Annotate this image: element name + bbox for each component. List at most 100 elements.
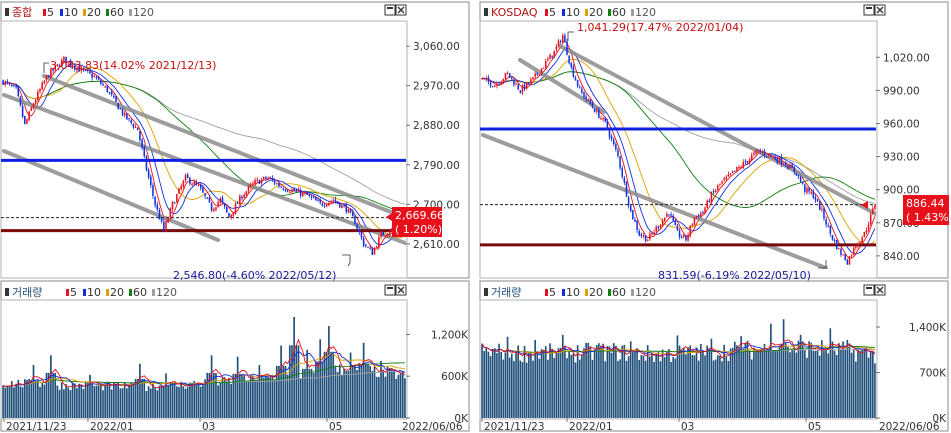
volume-bar <box>156 390 159 418</box>
candle-body <box>784 163 787 166</box>
legend-ma20-swatch <box>106 289 109 296</box>
volume-bar <box>536 352 539 418</box>
candle-body <box>496 83 498 86</box>
volume-bar <box>517 345 519 418</box>
candle-body <box>119 108 122 110</box>
volume-bar <box>829 328 832 418</box>
candle-body <box>67 61 70 63</box>
candle-body <box>521 85 524 94</box>
volume-bar <box>89 374 91 418</box>
window-restore-icon[interactable] <box>384 4 396 16</box>
volume-bar <box>236 356 239 418</box>
candle-body <box>369 247 371 249</box>
window-close-icon[interactable] <box>395 4 407 16</box>
candle-body <box>666 214 668 218</box>
legend-ma60: 60 <box>612 286 626 299</box>
candle-body <box>375 246 378 248</box>
volume-bar <box>149 388 152 418</box>
volume-bar <box>278 365 280 418</box>
volume-bar <box>564 346 566 418</box>
candle-body <box>371 248 374 256</box>
candle-body <box>602 117 604 120</box>
volume-bars <box>2 317 406 418</box>
candle-body <box>141 139 143 148</box>
window-restore-icon[interactable] <box>863 4 875 16</box>
candle-body <box>570 62 573 68</box>
volume-bar <box>857 349 859 418</box>
candle-body <box>30 107 33 111</box>
volume-bar <box>553 357 556 418</box>
volume-bar <box>28 379 30 418</box>
current-price-bg <box>392 207 442 237</box>
volume-bar <box>863 348 866 418</box>
candle-body <box>842 254 844 256</box>
candle-body <box>347 209 350 213</box>
volume-bar <box>672 356 675 418</box>
candle-body <box>835 240 838 250</box>
volume-bar <box>568 350 570 418</box>
volume-bar <box>659 361 662 418</box>
candle-body <box>239 195 241 205</box>
volume-bar <box>341 374 343 418</box>
candle-body <box>258 180 261 184</box>
candle-body <box>332 200 335 202</box>
volume-bar <box>736 345 738 418</box>
y-tick-label: 2,880.00 <box>413 120 460 132</box>
window-close-icon[interactable] <box>874 284 886 296</box>
volume-bar <box>167 385 169 418</box>
candle-body <box>351 211 354 217</box>
volume-bar <box>358 363 361 418</box>
candle-body <box>106 85 109 93</box>
candle-body <box>13 85 15 87</box>
volume-bar <box>280 345 282 418</box>
volume-bar <box>733 341 736 418</box>
volume-bar <box>60 382 63 418</box>
candle-body <box>695 215 698 217</box>
volume-bar <box>126 388 128 418</box>
window-close-icon[interactable] <box>395 284 407 296</box>
volume-bar <box>282 365 285 418</box>
volume-bar <box>653 361 655 418</box>
volume-bar <box>714 359 717 418</box>
window-restore-icon[interactable] <box>863 284 875 296</box>
volume-bar <box>239 373 241 418</box>
volume-bar <box>685 354 687 418</box>
volume-bar <box>143 378 146 418</box>
volume-bar <box>767 350 770 418</box>
volume-bar <box>757 350 759 418</box>
current-price-arrow <box>861 201 868 209</box>
candle-body <box>349 209 352 213</box>
candle-body <box>139 131 141 141</box>
candle-body <box>587 98 590 101</box>
candle-body <box>189 177 191 184</box>
window-close-icon[interactable] <box>874 4 886 16</box>
volume-bar <box>532 360 534 418</box>
volume-bar <box>219 381 222 418</box>
current-price-bg <box>903 195 949 225</box>
legend-ma5-swatch <box>66 289 69 296</box>
candle-body <box>171 201 174 210</box>
candle-body <box>241 196 243 199</box>
volume-ma5-line <box>2 338 406 389</box>
volume-bar <box>572 353 575 418</box>
volume-bar <box>269 376 272 418</box>
x-tick-label: 2021/11/23 <box>6 421 67 433</box>
volume-bar <box>538 358 541 418</box>
candle-body <box>646 240 649 242</box>
current-change: ( 1.43%) <box>906 211 951 224</box>
volume-bar <box>642 355 645 418</box>
y-tick-label: 960.00 <box>883 118 920 130</box>
legend-ma10-swatch <box>60 9 63 16</box>
candle-body <box>685 235 687 241</box>
candle-body <box>2 80 4 85</box>
candle-body <box>134 127 137 129</box>
volume-bar <box>629 341 632 418</box>
window-restore-icon[interactable] <box>384 284 396 296</box>
candle-body <box>215 207 217 210</box>
volume-bar <box>523 345 526 418</box>
kospi-volume-panel: 거래량 5 10 20 60 120 1,200K 600K 0K 2021/11/… <box>0 280 470 433</box>
volume-bar <box>189 382 191 418</box>
volume-bar <box>119 388 122 418</box>
candle-body <box>759 150 762 152</box>
volume-bar <box>797 340 800 418</box>
